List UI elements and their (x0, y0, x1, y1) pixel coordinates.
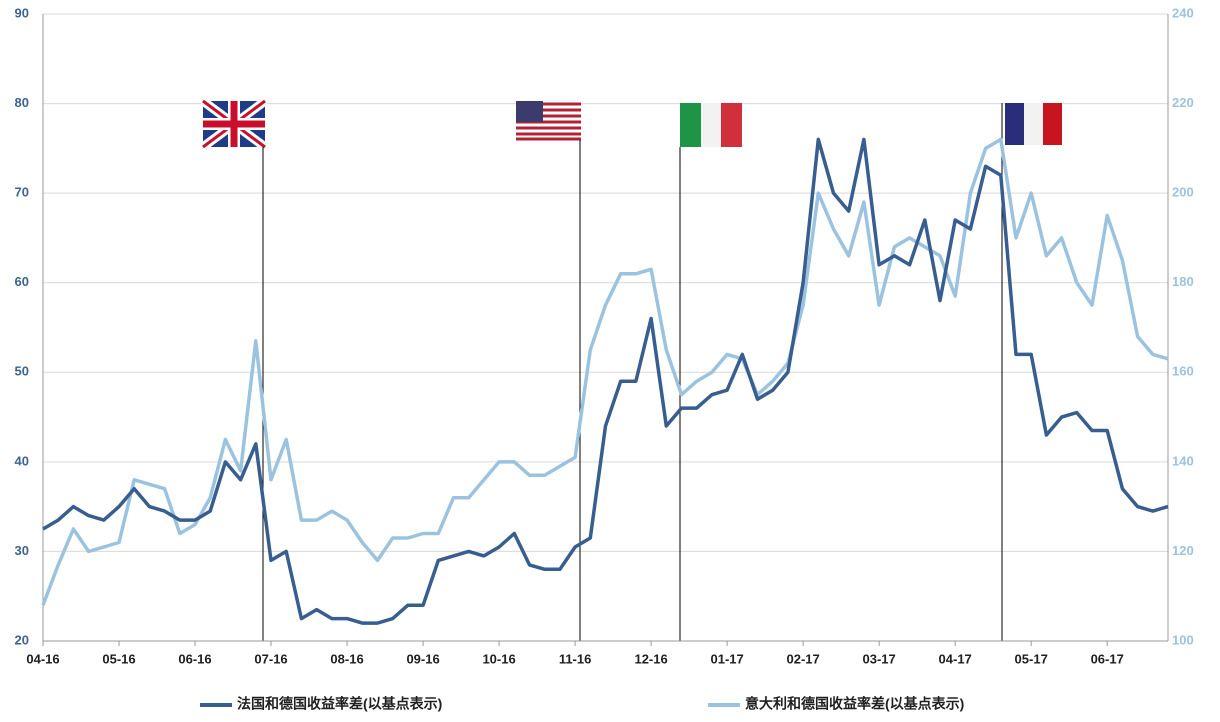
y-tick-label: 40 (15, 453, 29, 468)
x-tick-label: 06-17 (1091, 651, 1124, 666)
y2-tick-label: 100 (1172, 632, 1194, 647)
flag-italy (680, 103, 742, 147)
x-tick-label: 01-17 (710, 651, 743, 666)
y2-tick-label: 180 (1172, 274, 1194, 289)
x-tick-label: 10-16 (482, 651, 515, 666)
x-tick-label: 05-17 (1015, 651, 1048, 666)
y-tick-label: 80 (15, 95, 29, 110)
x-tick-label: 07-16 (254, 651, 287, 666)
y-tick-label: 50 (15, 364, 29, 379)
flag-us (516, 101, 581, 141)
legend-label: 法国和德国收益率差(以基点表示) (237, 696, 442, 712)
y2-tick-label: 120 (1172, 543, 1194, 558)
y2-tick-label: 160 (1172, 364, 1194, 379)
y-tick-label: 70 (15, 185, 29, 200)
x-tick-label: 05-16 (102, 651, 135, 666)
series-line (41, 137, 1169, 606)
flag-uk (200, 97, 268, 151)
y-tick-label: 20 (15, 632, 29, 647)
y2-tick-label: 240 (1172, 5, 1194, 20)
y2-tick-label: 220 (1172, 95, 1194, 110)
x-tick-label: 11-16 (559, 651, 592, 666)
x-tick-label: 02-17 (787, 651, 820, 666)
x-tick-label: 12-16 (634, 651, 667, 666)
y-tick-label: 60 (15, 274, 29, 289)
x-tick-label: 04-17 (939, 651, 972, 666)
y-tick-label: 90 (15, 5, 29, 20)
x-tick-label: 06-16 (178, 651, 211, 666)
x-tick-label: 09-16 (406, 651, 439, 666)
x-tick-label: 08-16 (330, 651, 363, 666)
x-tick-label: 03-17 (863, 651, 896, 666)
series-line (42, 137, 1169, 625)
y2-tick-label: 140 (1172, 453, 1194, 468)
legend-label: 意大利和德国收益率差(以基点表示) (745, 696, 964, 712)
flag-france (1005, 103, 1062, 145)
y2-tick-label: 200 (1172, 185, 1194, 200)
y-tick-label: 30 (15, 543, 29, 558)
x-tick-label: 04-16 (26, 651, 59, 666)
